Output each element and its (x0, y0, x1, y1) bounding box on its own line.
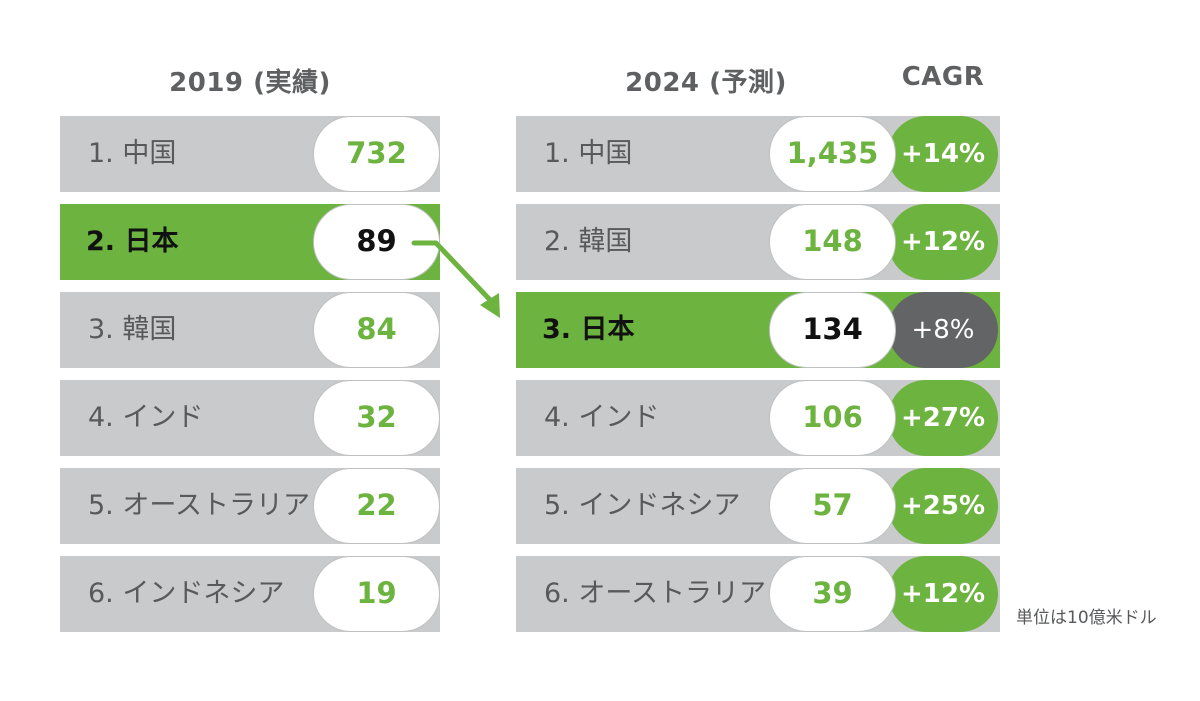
country-name: 3. 韓国 (88, 314, 177, 345)
left-table-row: 6. インドネシア 19 (60, 556, 440, 632)
market-value: 1,435 (769, 116, 896, 192)
left-table-row: 4. インド 32 (60, 380, 440, 456)
market-value: 32 (313, 380, 440, 456)
cagr-badge: +12% (888, 204, 998, 280)
market-value: 22 (313, 468, 440, 544)
chart-right-header: 2024 (予測) (625, 68, 787, 98)
unit-note: 単位は10億米ドル (1016, 608, 1157, 628)
right-table-row: 3. 日本 +8% 134 (516, 292, 1000, 368)
market-value: 106 (769, 380, 896, 456)
country-name: 4. インド (544, 402, 660, 433)
market-value: 39 (769, 556, 896, 632)
right-table-row: 2. 韓国 +12% 148 (516, 204, 1000, 280)
chart-left-header: 2019 (実績) (169, 68, 331, 98)
country-name: 3. 日本 (542, 314, 635, 345)
country-name: 4. インド (88, 402, 204, 433)
left-table-row: 3. 韓国 84 (60, 292, 440, 368)
country-name: 5. オーストラリア (88, 490, 310, 521)
market-value: 57 (769, 468, 896, 544)
country-name: 6. オーストラリア (544, 578, 766, 609)
country-name: 2. 日本 (86, 226, 179, 257)
cagr-header: CAGR (901, 62, 985, 92)
left-table-row: 5. オーストラリア 22 (60, 468, 440, 544)
cagr-badge: +8% (888, 292, 998, 368)
cagr-badge: +25% (888, 468, 998, 544)
market-value: 134 (769, 292, 896, 368)
country-name: 2. 韓国 (544, 226, 633, 257)
right-table-row: 1. 中国 +14% 1,435 (516, 116, 1000, 192)
market-value: 148 (769, 204, 896, 280)
cagr-badge: +14% (888, 116, 998, 192)
right-table-row: 5. インドネシア +25% 57 (516, 468, 1000, 544)
left-table-row: 1. 中国 732 (60, 116, 440, 192)
country-name: 1. 中国 (544, 138, 633, 169)
country-name: 1. 中国 (88, 138, 177, 169)
cagr-badge: +12% (888, 556, 998, 632)
market-value: 19 (313, 556, 440, 632)
country-name: 6. インドネシア (88, 578, 285, 609)
left-table-row: 2. 日本 89 (60, 204, 440, 280)
right-table-row: 4. インド +27% 106 (516, 380, 1000, 456)
country-name: 5. インドネシア (544, 490, 741, 521)
market-value: 732 (313, 116, 440, 192)
market-value: 84 (313, 292, 440, 368)
cagr-badge: +27% (888, 380, 998, 456)
right-table-row: 6. オーストラリア +12% 39 (516, 556, 1000, 632)
